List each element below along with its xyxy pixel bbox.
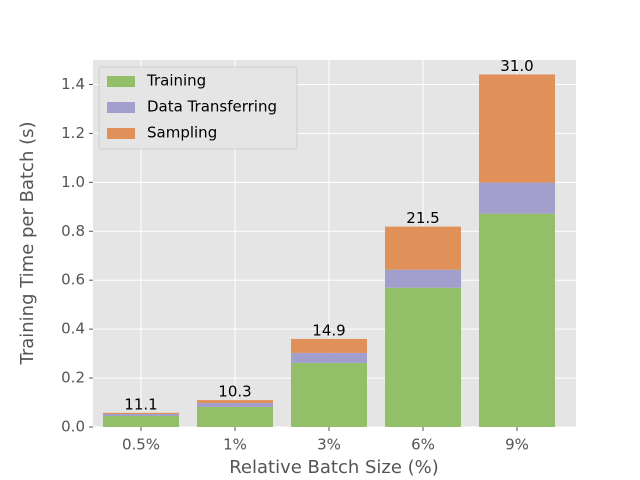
y-tick-label: 1.4 <box>61 75 85 93</box>
y-tick-label: 0.4 <box>61 320 85 338</box>
legend-label: Data Transferring <box>147 98 277 116</box>
legend-label: Sampling <box>147 124 217 142</box>
annotation: 11.1 <box>124 395 157 413</box>
legend-swatch <box>107 76 135 87</box>
y-tick-label: 0.2 <box>61 369 85 387</box>
legend-swatch <box>107 128 135 139</box>
bar-segment <box>291 338 367 353</box>
bar-segment <box>197 400 273 404</box>
bar-segment <box>103 414 179 416</box>
bar-segment <box>291 352 367 363</box>
x-tick-label: 1% <box>223 436 247 454</box>
legend-label: Training <box>146 72 206 90</box>
annotation: 31.0 <box>500 57 533 75</box>
bar-segment <box>385 226 461 270</box>
bar-segment <box>197 406 273 427</box>
y-tick-label: 1.0 <box>61 173 85 191</box>
bar-segment <box>197 403 273 407</box>
legend: Training Data Transferring Sampling <box>98 66 298 150</box>
legend-box <box>98 66 298 150</box>
y-tick-label: 0.6 <box>61 271 85 289</box>
y-tick-label: 0.0 <box>61 418 85 436</box>
bar-segment <box>103 415 179 427</box>
x-tick-label: 0.5% <box>122 436 160 454</box>
annotation: 14.9 <box>312 321 345 339</box>
x-tick-label: 9% <box>505 436 529 454</box>
bar-segment <box>103 412 179 415</box>
y-tick-label: 0.8 <box>61 222 85 240</box>
bar-segment <box>385 287 461 427</box>
bar-segment <box>479 182 555 214</box>
y-tick-label: 1.2 <box>61 124 85 142</box>
y-axis-label: Training Time per Batch (s) <box>17 121 38 365</box>
bar-segment <box>291 362 367 427</box>
bar-segment <box>479 74 555 183</box>
legend-swatch <box>107 102 135 113</box>
x-tick-label: 6% <box>411 436 435 454</box>
bar-segment <box>479 213 555 427</box>
annotation: 21.5 <box>406 209 439 227</box>
annotation: 10.3 <box>218 383 251 401</box>
bar-segment <box>385 269 461 288</box>
x-axis-label: Relative Batch Size (%) <box>229 457 439 478</box>
x-tick-label: 3% <box>317 436 341 454</box>
